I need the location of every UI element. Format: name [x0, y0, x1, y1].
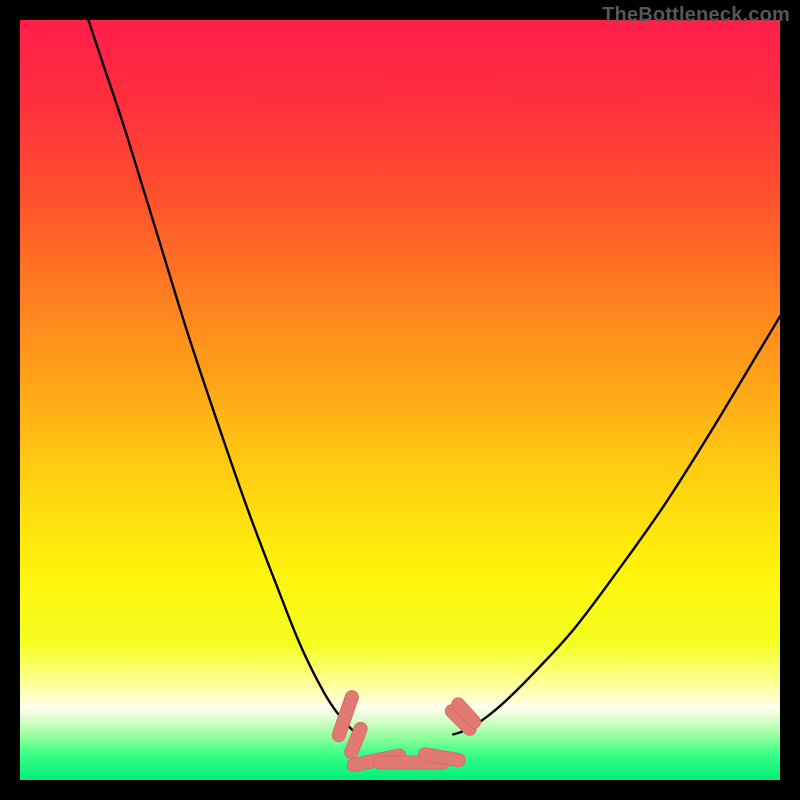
figure-root: TheBottleneck.com [0, 0, 800, 800]
bottleneck-chart [0, 0, 800, 800]
plot-background [20, 20, 780, 780]
watermark-text: TheBottleneck.com [602, 4, 790, 27]
